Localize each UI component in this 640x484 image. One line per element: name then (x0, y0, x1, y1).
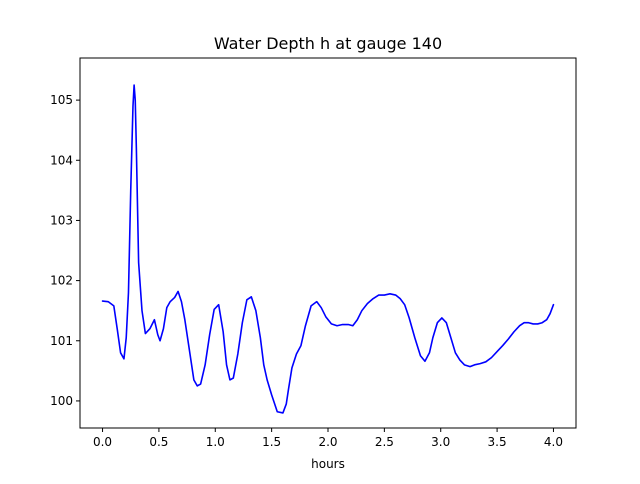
x-tick-label: 2.5 (375, 435, 394, 449)
x-axis-ticks: 0.0 0.5 1.0 1.5 2.0 2.5 3.0 3.5 4.0 (93, 428, 563, 449)
y-axis-ticks: 100 101 102 103 104 105 (50, 93, 80, 408)
plot-frame (79, 57, 577, 429)
x-axis-label: hours (311, 457, 345, 471)
x-tick-label: 0.5 (149, 435, 168, 449)
y-tick-label: 101 (50, 334, 73, 348)
x-tick-label: 2.0 (318, 435, 337, 449)
y-tick-label: 103 (50, 213, 73, 227)
x-tick-label: 3.0 (431, 435, 450, 449)
x-tick-label: 3.5 (488, 435, 507, 449)
x-tick-label: 1.5 (262, 435, 281, 449)
y-tick-label: 102 (50, 274, 73, 288)
x-tick-label: 4.0 (544, 435, 563, 449)
series-layer (101, 84, 555, 414)
y-tick-label: 104 (50, 153, 73, 167)
series-line (101, 84, 555, 414)
chart-title: Water Depth h at gauge 140 (214, 34, 442, 53)
y-tick-label: 100 (50, 394, 73, 408)
y-tick-label: 105 (50, 93, 73, 107)
x-tick-label: 0.0 (93, 435, 112, 449)
x-tick-label: 1.0 (206, 435, 225, 449)
